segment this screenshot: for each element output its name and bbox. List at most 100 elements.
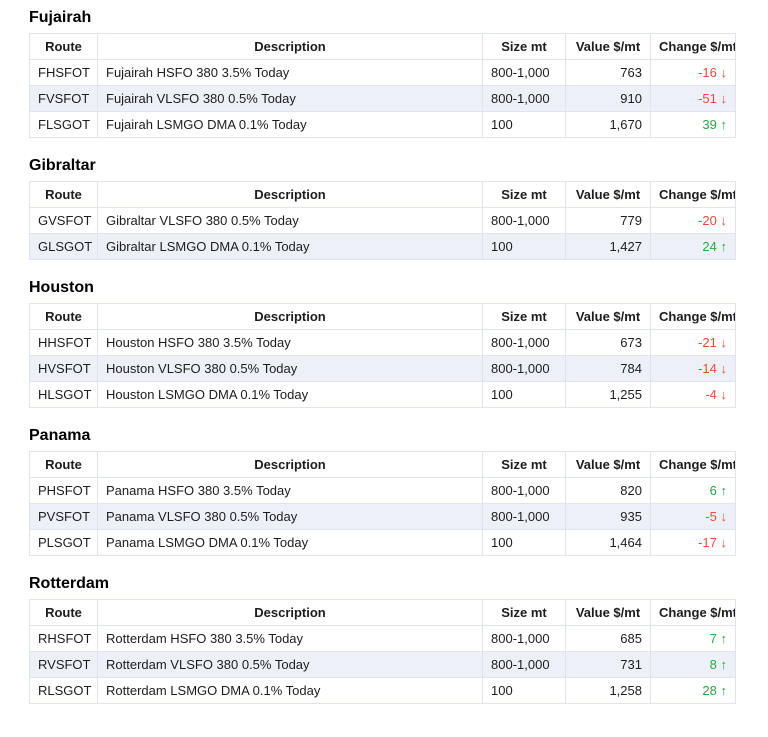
change-cell: 39 ↑: [650, 111, 736, 138]
change-value: -20: [698, 213, 717, 228]
down-arrow-icon: ↓: [720, 335, 728, 350]
port-section: Fujairah Route Description Size mt Value $/…: [29, 9, 736, 138]
description-cell: Fujairah HSFO 380 3.5% Today: [97, 59, 483, 86]
change-value: 6: [709, 483, 717, 498]
size-cell: 100: [482, 111, 566, 138]
price-row: HHSFOT Houston HSFO 380 3.5% Today 800-1,0…: [29, 329, 736, 356]
value-cell: 910: [565, 85, 651, 112]
size-cell: 800-1,000: [482, 59, 566, 86]
column-header: Size mt: [482, 303, 566, 330]
column-header: Description: [97, 599, 483, 626]
column-header: Description: [97, 181, 483, 208]
change-value: -14: [698, 361, 717, 376]
down-arrow-icon: ↓: [720, 387, 728, 402]
port-title: Fujairah: [29, 9, 92, 26]
column-header: Change $/mt: [650, 599, 736, 626]
change-cell: 7 ↑: [650, 625, 736, 652]
route-cell: GLSGOT: [29, 233, 98, 260]
size-cell: 800-1,000: [482, 207, 566, 234]
port-title: Panama: [29, 427, 91, 444]
change-value: 39: [702, 117, 717, 132]
value-cell: 784: [565, 355, 651, 382]
column-header: Route: [29, 451, 98, 478]
description-cell: Gibraltar LSMGO DMA 0.1% Today: [97, 233, 483, 260]
value-cell: 779: [565, 207, 651, 234]
description-cell: Rotterdam HSFO 380 3.5% Today: [97, 625, 483, 652]
table-header-row: Route Description Size mt Value $/mt Change …: [29, 451, 736, 478]
route-cell: GVSFOT: [29, 207, 98, 234]
description-cell: Panama LSMGO DMA 0.1% Today: [97, 529, 483, 556]
down-arrow-icon: ↓: [720, 509, 728, 524]
change-cell: -14 ↓: [650, 355, 736, 382]
down-arrow-icon: ↓: [720, 535, 728, 550]
column-header: Route: [29, 33, 98, 60]
value-cell: 1,670: [565, 111, 651, 138]
description-cell: Houston LSMGO DMA 0.1% Today: [97, 381, 483, 408]
change-cell: -16 ↓: [650, 59, 736, 86]
price-table: Route Description Size mt Value $/mt Change …: [29, 181, 736, 260]
change-cell: -21 ↓: [650, 329, 736, 356]
change-cell: -17 ↓: [650, 529, 736, 556]
description-cell: Houston HSFO 380 3.5% Today: [97, 329, 483, 356]
column-header: Description: [97, 303, 483, 330]
value-cell: 673: [565, 329, 651, 356]
change-value: -16: [698, 65, 717, 80]
value-cell: 1,255: [565, 381, 651, 408]
description-cell: Fujairah LSMGO DMA 0.1% Today: [97, 111, 483, 138]
price-table: Route Description Size mt Value $/mt Change …: [29, 599, 736, 704]
size-cell: 800-1,000: [482, 329, 566, 356]
size-cell: 800-1,000: [482, 477, 566, 504]
change-value: -51: [698, 91, 717, 106]
change-cell: 28 ↑: [650, 677, 736, 704]
port-section: Houston Route Description Size mt Value $/m…: [29, 280, 736, 408]
table-header-row: Route Description Size mt Value $/mt Change …: [29, 599, 736, 626]
route-cell: PLSGOT: [29, 529, 98, 556]
route-cell: RVSFOT: [29, 651, 98, 678]
description-cell: Rotterdam VLSFO 380 0.5% Today: [97, 651, 483, 678]
up-arrow-icon: ↑: [720, 683, 728, 698]
route-cell: HVSFOT: [29, 355, 98, 382]
value-cell: 763: [565, 59, 651, 86]
port-section: Panama Route Description Size mt Value $/mt…: [29, 427, 736, 556]
price-table: Route Description Size mt Value $/mt Change …: [29, 303, 736, 408]
description-cell: Panama HSFO 380 3.5% Today: [97, 477, 483, 504]
column-header: Route: [29, 303, 98, 330]
port-sections-list: Fujairah Route Description Size mt Value $/…: [29, 9, 736, 704]
change-value: -4: [705, 387, 717, 402]
value-cell: 685: [565, 625, 651, 652]
value-cell: 820: [565, 477, 651, 504]
route-cell: PVSFOT: [29, 503, 98, 530]
size-cell: 800-1,000: [482, 651, 566, 678]
size-cell: 800-1,000: [482, 85, 566, 112]
value-cell: 1,258: [565, 677, 651, 704]
size-cell: 800-1,000: [482, 625, 566, 652]
up-arrow-icon: ↑: [720, 483, 728, 498]
price-row: RLSGOT Rotterdam LSMGO DMA 0.1% Today 100 1…: [29, 677, 736, 704]
column-header: Value $/mt: [565, 303, 651, 330]
price-row: HVSFOT Houston VLSFO 380 0.5% Today 800-1,…: [29, 355, 736, 382]
price-row: FHSFOT Fujairah HSFO 380 3.5% Today 800-1,…: [29, 59, 736, 86]
description-cell: Panama VLSFO 380 0.5% Today: [97, 503, 483, 530]
value-cell: 731: [565, 651, 651, 678]
change-cell: 6 ↑: [650, 477, 736, 504]
column-header: Change $/mt: [650, 33, 736, 60]
column-header: Change $/mt: [650, 303, 736, 330]
down-arrow-icon: ↓: [720, 361, 728, 376]
change-cell: -20 ↓: [650, 207, 736, 234]
route-cell: RLSGOT: [29, 677, 98, 704]
price-row: GLSGOT Gibraltar LSMGO DMA 0.1% Today 100 1…: [29, 233, 736, 260]
port-section: Rotterdam Route Description Size mt Value $…: [29, 576, 736, 704]
description-cell: Gibraltar VLSFO 380 0.5% Today: [97, 207, 483, 234]
price-row: FLSGOT Fujairah LSMGO DMA 0.1% Today 100 1,…: [29, 111, 736, 138]
description-cell: Fujairah VLSFO 380 0.5% Today: [97, 85, 483, 112]
price-row: FVSFOT Fujairah VLSFO 380 0.5% Today 800-1…: [29, 85, 736, 112]
size-cell: 100: [482, 677, 566, 704]
description-cell: Houston VLSFO 380 0.5% Today: [97, 355, 483, 382]
change-cell: -4 ↓: [650, 381, 736, 408]
change-value: 28: [702, 683, 717, 698]
table-header-row: Route Description Size mt Value $/mt Change …: [29, 303, 736, 330]
column-header: Description: [97, 451, 483, 478]
up-arrow-icon: ↑: [720, 631, 728, 646]
change-cell: -51 ↓: [650, 85, 736, 112]
